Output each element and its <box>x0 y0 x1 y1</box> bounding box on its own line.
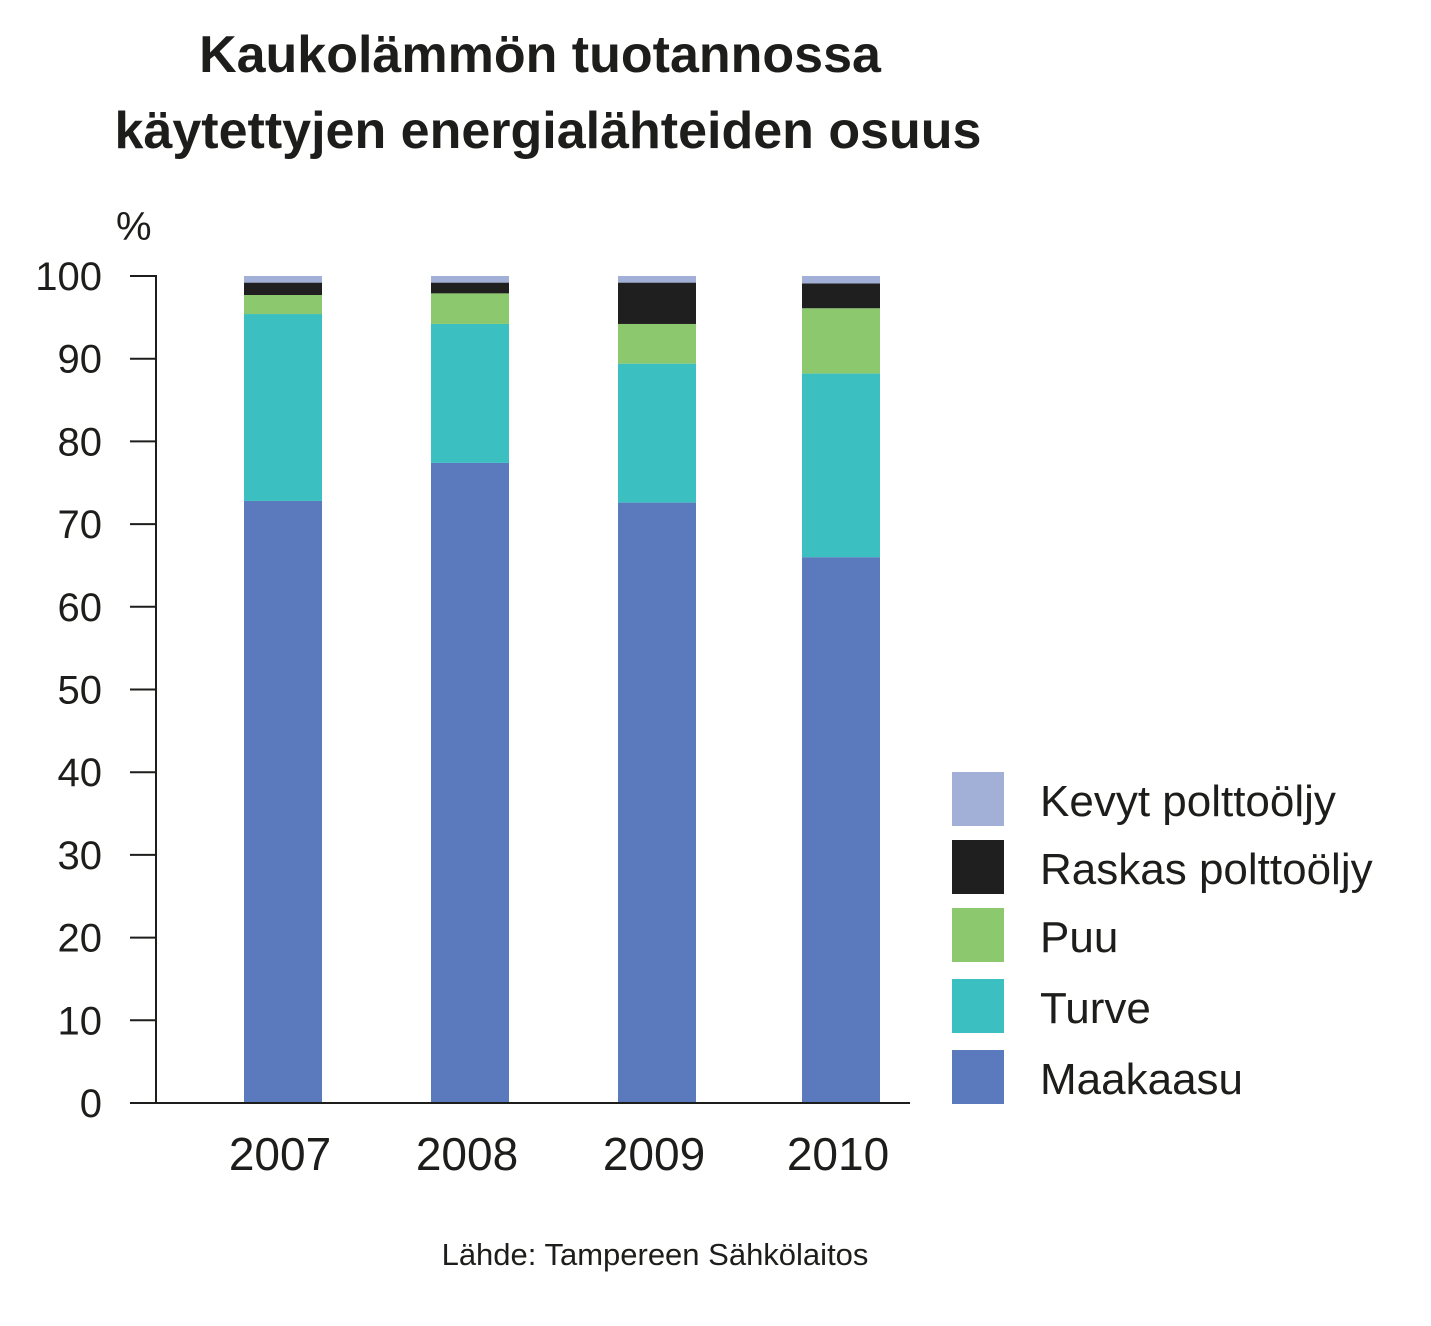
y-tick-label: 10 <box>58 999 103 1043</box>
bar-segment-2010-kevyt-poltto-ljy <box>802 276 880 284</box>
y-tick-label: 100 <box>35 255 102 299</box>
bar-segment-2008-kevyt-poltto-ljy <box>431 276 509 283</box>
x-tick-label: 2010 <box>787 1128 889 1180</box>
bar-segment-2007-kevyt-poltto-ljy <box>244 276 322 283</box>
legend-label: Kevyt polttoöljy <box>1040 777 1336 826</box>
legend-label: Puu <box>1040 913 1118 962</box>
source-note: Lähde: Tampereen Sähkölaitos <box>442 1237 869 1272</box>
legend-label: Raskas polttoöljy <box>1040 845 1373 894</box>
bar-segment-2008-raskas-poltto-ljy <box>431 282 509 294</box>
y-tick-label: 70 <box>58 503 103 547</box>
legend-swatch <box>952 908 1004 962</box>
bar-segment-2010-turve <box>802 373 880 558</box>
bar-segment-2009-raskas-poltto-ljy <box>618 282 696 324</box>
chart-title-line-1: Kaukolämmön tuotannossa <box>199 26 882 84</box>
y-tick-label: 90 <box>58 338 103 382</box>
bars-group <box>244 276 880 1104</box>
y-tick-label: 50 <box>58 669 103 713</box>
chart-title-line-2: käytettyjen energialähteiden osuus <box>115 102 982 160</box>
x-tick-label: 2007 <box>229 1128 331 1180</box>
y-tick-label: 0 <box>80 1082 102 1126</box>
bar-segment-2010-maakaasu <box>802 557 880 1103</box>
legend: Kevyt polttoöljy Raskas polttoöljy Puu Turv… <box>952 772 1373 1104</box>
x-tick-label: 2009 <box>603 1128 705 1180</box>
legend-label: Turve <box>1040 984 1151 1033</box>
bar-segment-2007-maakaasu <box>244 500 322 1104</box>
bar-segment-2007-raskas-poltto-ljy <box>244 282 322 296</box>
x-tick-label: 2008 <box>416 1128 518 1180</box>
bar-segment-2010-raskas-poltto-ljy <box>802 283 880 309</box>
y-tick-label: 20 <box>58 917 103 961</box>
bar-segment-2008-maakaasu <box>431 462 509 1104</box>
bar-segment-2008-puu <box>431 293 509 324</box>
y-axis-label: % <box>116 205 152 249</box>
legend-swatch <box>952 840 1004 894</box>
bar-segment-2008-turve <box>431 323 509 463</box>
legend-swatch <box>952 979 1004 1033</box>
bar-segment-2009-turve <box>618 363 696 503</box>
legend-label: Maakaasu <box>1040 1055 1243 1104</box>
y-tick-label: 40 <box>58 751 103 795</box>
bar-segment-2009-maakaasu <box>618 502 696 1103</box>
bar-segment-2009-puu <box>618 323 696 364</box>
axes-group: 0 10 20 30 40 50 60 70 80 90 100 2007 2008 2009 2010 <box>35 255 910 1180</box>
bar-segment-2007-turve <box>244 314 322 501</box>
bar-segment-2009-kevyt-poltto-ljy <box>618 276 696 283</box>
y-tick-label: 30 <box>58 834 103 878</box>
bar-segment-2010-puu <box>802 308 880 374</box>
y-tick-label: 80 <box>58 420 103 464</box>
y-tick-label: 60 <box>58 586 103 630</box>
legend-swatch <box>952 772 1004 826</box>
bar-segment-2007-puu <box>244 295 322 315</box>
legend-swatch <box>952 1050 1004 1104</box>
